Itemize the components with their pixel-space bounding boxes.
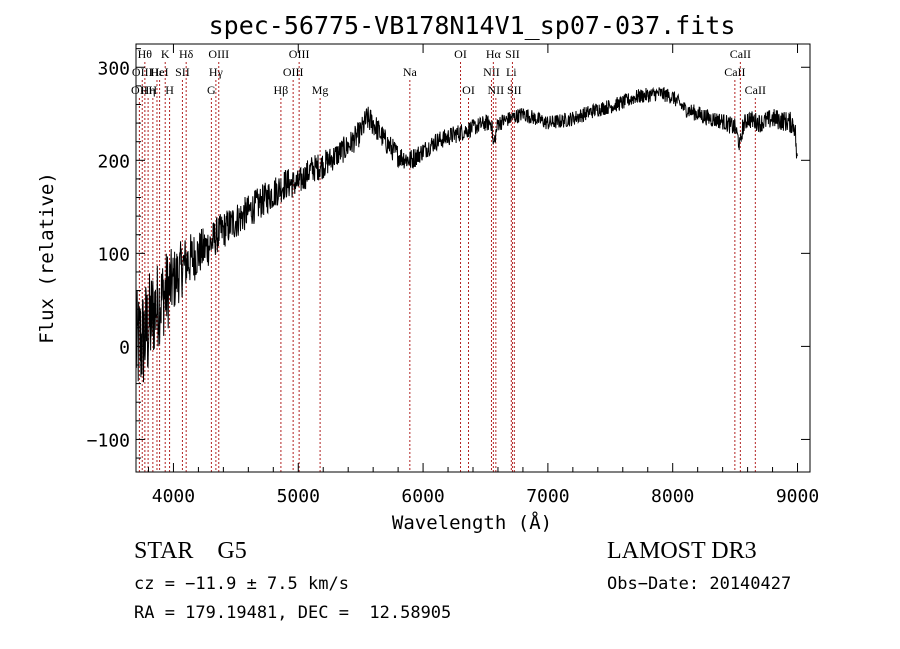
- spectral-line-label: Li: [506, 65, 517, 79]
- coordinates-label: RA = 179.19481, DEC = 12.58905: [134, 603, 452, 623]
- spectral-line-label: H: [149, 83, 158, 97]
- y-axis-label: Flux (relative): [36, 172, 58, 344]
- x-axis-ticks: 4000 5000 6000 7000 8000 9000: [147, 44, 819, 507]
- spectral-line-label: OIII: [289, 47, 310, 61]
- x-axis-label: Wavelength (Å): [392, 511, 552, 534]
- spectral-line-label: CaII: [745, 83, 766, 97]
- spectral-line-label: NII: [488, 83, 505, 97]
- spectral-line-label: Hγ: [209, 65, 224, 79]
- y-axis-ticks: −100 0 100 200 300: [87, 48, 810, 459]
- y-tick-label: −100: [87, 430, 130, 451]
- survey-label: LAMOST DR3: [607, 538, 757, 564]
- spectral-line-label: Hβ: [274, 83, 289, 97]
- spectral-line-label: Hδ: [179, 47, 194, 61]
- spectral-line-label: Hε: [150, 65, 164, 79]
- chart-title: spec-56775-VB178N14V1_sp07-037.fits: [209, 11, 736, 40]
- spectral-line-label: Hα: [486, 47, 502, 61]
- flux-series-group: [135, 86, 798, 383]
- spectral-line-label: CaII: [724, 65, 745, 79]
- spectral-line-label: OIII: [283, 65, 304, 79]
- spectral-line-label: Mg: [312, 83, 329, 97]
- spectral-line-markers: OIIOIIIHθHηHHεHeIKHSIIHδGHγOIIIHβOIIIOII…: [131, 47, 766, 472]
- flux-series-line: [135, 86, 798, 383]
- y-tick-label: 100: [97, 244, 130, 265]
- spectral-line-label: Hη: [141, 83, 156, 97]
- y-tick-label: 0: [119, 337, 130, 358]
- obs-date-label: Obs−Date: 20140427: [607, 574, 792, 594]
- spectral-line-label: SII: [507, 83, 522, 97]
- x-tick-label: 9000: [776, 486, 819, 507]
- spectral-line-label: SII: [175, 65, 190, 79]
- spectral-line-label: HeI: [151, 65, 169, 79]
- spectral-line-label: OIII: [132, 65, 153, 79]
- x-tick-label: 4000: [152, 486, 195, 507]
- x-tick-label: 5000: [277, 486, 320, 507]
- spectral-line-label: NII: [483, 65, 500, 79]
- y-tick-label: 300: [97, 58, 130, 79]
- spectral-line-label: Na: [403, 65, 418, 79]
- spectral-line-label: K: [161, 47, 170, 61]
- spectral-line-label: G: [207, 83, 216, 97]
- spectral-line-label: CaII: [730, 47, 751, 61]
- spectral-line-label: OII: [131, 83, 148, 97]
- classification-label: STAR G5: [134, 538, 247, 564]
- spectral-line-label: SII: [505, 47, 520, 61]
- x-tick-label: 7000: [526, 486, 569, 507]
- y-tick-label: 200: [97, 151, 130, 172]
- x-tick-label: 8000: [651, 486, 694, 507]
- redshift-label: cz = −11.9 ± 7.5 km/s: [134, 574, 349, 594]
- spectral-line-label: OIII: [208, 47, 229, 61]
- spectral-line-label: OI: [454, 47, 467, 61]
- spectral-line-label: Hθ: [138, 47, 153, 61]
- spectral-line-label: OI: [462, 83, 475, 97]
- plot-frame: [135, 43, 811, 473]
- x-tick-label: 6000: [401, 486, 444, 507]
- spectral-line-label: H: [165, 83, 174, 97]
